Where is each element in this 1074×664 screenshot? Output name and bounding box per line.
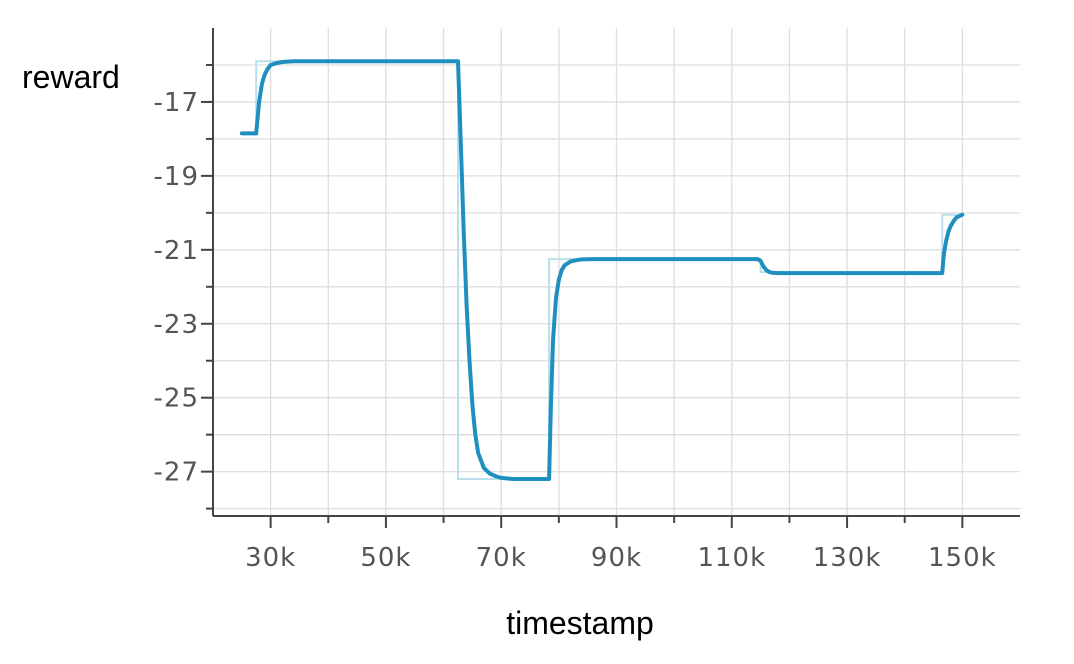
- x-tick-label: 50k: [360, 543, 411, 573]
- y-tick-label: -17: [154, 88, 199, 118]
- x-tick-label: 30k: [245, 543, 296, 573]
- y-tick-label: -23: [154, 310, 199, 340]
- x-tick-label: 130k: [813, 543, 882, 573]
- x-tick-label: 70k: [476, 543, 527, 573]
- x-axis-label: timestamp: [506, 605, 654, 641]
- smoothed-series-line: [239, 59, 965, 481]
- raw-series-line: [241, 60, 963, 480]
- x-tick-label: 90k: [591, 543, 642, 573]
- y-tick-label: -25: [154, 384, 199, 414]
- y-tick-label: -19: [154, 162, 199, 192]
- x-tick-label: 150k: [928, 543, 997, 573]
- tick-labels: -17 -19 -21 -23 -25 -27 30k 50k 70k 90k 110k 130k 15…: [154, 88, 997, 573]
- y-axis-label: reward: [22, 59, 120, 95]
- y-tick-label: -21: [154, 236, 199, 266]
- axes: [201, 28, 1020, 528]
- x-tick-label: 110k: [697, 543, 766, 573]
- grid: [213, 28, 1020, 516]
- y-tick-label: -27: [154, 458, 199, 488]
- series-layer: [239, 59, 965, 481]
